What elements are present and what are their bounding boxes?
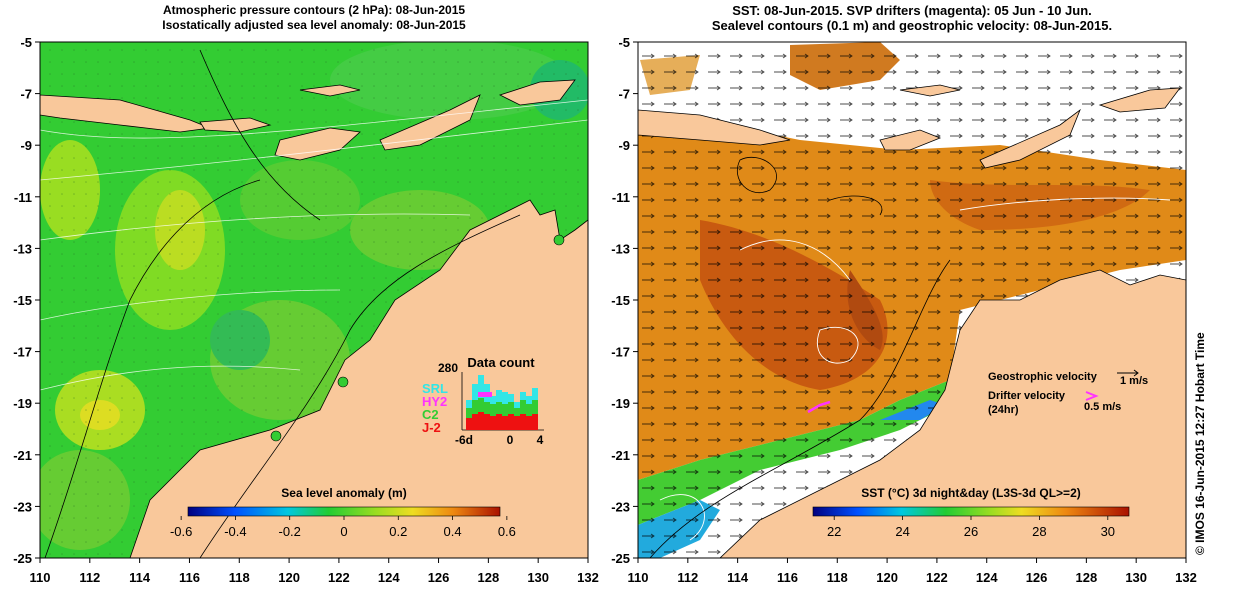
sla-colorbar-tick-label: 0.4 [444,524,462,539]
drifter-scale-arrow-icon [1085,391,1099,401]
left-x-tick-label: 124 [378,570,400,585]
sst-colorbar-tick-label: 28 [1032,524,1046,539]
left-y-tick-label: -11 [14,190,32,205]
right-y-tick-label: -17 [611,345,630,360]
sla-colorbar-ticks: -0.6 -0.4 -0.2 0 0.2 0.4 0.6 [170,516,516,539]
right-x-tick-label: 120 [876,570,898,585]
right-x-tick-label: 118 [827,570,848,585]
inset-x-tick-label: 0 [507,433,514,447]
right-x-tick-label: 122 [926,570,948,585]
left-y-tick-label: -19 [13,396,32,411]
inset-mission-srl: SRL [422,381,448,396]
drifter-label-24hr: (24hr) [988,404,1019,416]
sst-colorbar-tick-label: 24 [895,524,909,539]
left-y-tick-label: -5 [20,35,32,50]
left-y-tick-label: -9 [20,138,32,153]
sla-colorbar-title: Sea level anomaly (m) [281,486,406,500]
left-x-tick-label: 114 [129,570,151,585]
left-x-tick-label: 118 [229,570,250,585]
right-y-tick-label: -25 [611,551,630,566]
left-x-tick-label: 110 [30,570,51,585]
right-y-tick-label: -11 [612,190,630,205]
geostrophic-scale-arrow-icon [1117,369,1139,377]
right-x-tick-label: 112 [677,570,698,585]
axis-labels: 110 112 114 116 118 120 122 124 126 128 130 132 -5 -7… [13,35,1197,585]
sla-map [40,42,588,558]
data-count-inset [461,372,544,431]
right-y-tick-label: -7 [618,87,630,102]
right-x-tick-label: 114 [727,570,749,585]
sst-colorbar-tick-label: 30 [1101,524,1115,539]
right-y-tick-label: -19 [611,396,630,411]
left-x-tick-label: 128 [478,570,500,585]
right-y-tick-label: -5 [618,35,630,50]
left-x-tick-label: 126 [428,570,450,585]
inset-mission-j-2: J-2 [422,420,441,435]
right-y-tick-label: -13 [611,241,630,256]
left-x-tick-label: 122 [328,570,350,585]
sst-colorbar-tick-label: 26 [964,524,978,539]
left-y-tick-label: -21 [13,448,32,463]
left-x-tick-label: 132 [577,570,599,585]
right-x-tick-label: 116 [777,570,798,585]
right-x-tick-label: 110 [628,570,649,585]
right-x-tick-label: 128 [1076,570,1098,585]
right-title: SST: 08-Jun-2015. SVP drifters (magenta)… [638,3,1186,33]
sla-colorbar [187,506,501,517]
drifter-track [807,400,831,414]
sla-colorbar-tick-label: -0.6 [170,524,192,539]
inset-x-ticks: -6d 0 4 [455,433,544,447]
left-title-line1: Atmospheric pressure contours (2 hPa): 0… [162,3,466,17]
inset-ymax: 280 [438,361,458,375]
inset-mission-hy2: HY2 [422,394,447,409]
right-x-tick-label: 126 [1026,570,1048,585]
left-y-tick-label: -23 [13,499,32,514]
left-y-tick-label: -25 [13,551,32,566]
inset-title: Data count [467,355,535,370]
left-y-tick-label: -15 [13,293,32,308]
left-y-tick-label: -7 [20,87,32,102]
drifter-label: Drifter velocity [988,390,1066,402]
sst-colorbar [812,506,1130,517]
sst-colorbar-ticks: 22 24 26 28 30 [827,516,1115,539]
geostrophic-label: Geostrophic velocity [988,371,1098,383]
inset-x-tick-label: -6d [455,433,473,447]
credit-text: © IMOS 16-Jun-2015 12:27 Hobart Time [1193,332,1207,555]
left-x-tick-label: 120 [278,570,300,585]
right-title-line2: Sealevel contours (0.1 m) and geostrophi… [711,18,1113,33]
left-title: Atmospheric pressure contours (2 hPa): 0… [40,3,588,33]
left-title-line2: Isostatically adjusted sea level anomaly… [162,18,466,32]
left-x-tick-label: 112 [79,570,100,585]
velocity-legend [1085,369,1139,401]
geostrophic-scale: 1 m/s [1120,375,1148,387]
right-y-tick-label: -9 [618,138,630,153]
right-title-line1: SST: 08-Jun-2015. SVP drifters (magenta)… [732,3,1092,18]
axis-ticks [35,41,1187,563]
right-y-tick-label: -21 [611,448,630,463]
right-y-tick-label: -15 [611,293,630,308]
inset-bars [466,375,538,430]
right-y-tick-label: -23 [611,499,630,514]
sla-colorbar-tick-label: -0.4 [224,524,246,539]
sla-colorbar-tick-label: 0.2 [389,524,407,539]
sst-map [638,42,1186,558]
left-y-tick-label: -13 [13,241,32,256]
left-x-tick-label: 116 [179,570,200,585]
drifter-scale: 0.5 m/s [1084,401,1121,413]
sla-colorbar-tick-label: -0.2 [279,524,301,539]
right-x-tick-label: 124 [976,570,998,585]
sst-colorbar-tick-label: 22 [827,524,841,539]
right-x-tick-label: 130 [1125,570,1147,585]
left-x-tick-label: 130 [527,570,549,585]
sla-colorbar-tick-label: 0.6 [498,524,516,539]
inset-x-tick-label: 4 [537,433,544,447]
inset-mission-c2: C2 [422,407,439,422]
left-y-tick-label: -17 [13,345,32,360]
sla-colorbar-tick-label: 0 [340,524,347,539]
right-x-tick-label: 132 [1175,570,1197,585]
sst-colorbar-title: SST (°C) 3d night&day (L3S-3d QL>=2) [861,486,1081,500]
